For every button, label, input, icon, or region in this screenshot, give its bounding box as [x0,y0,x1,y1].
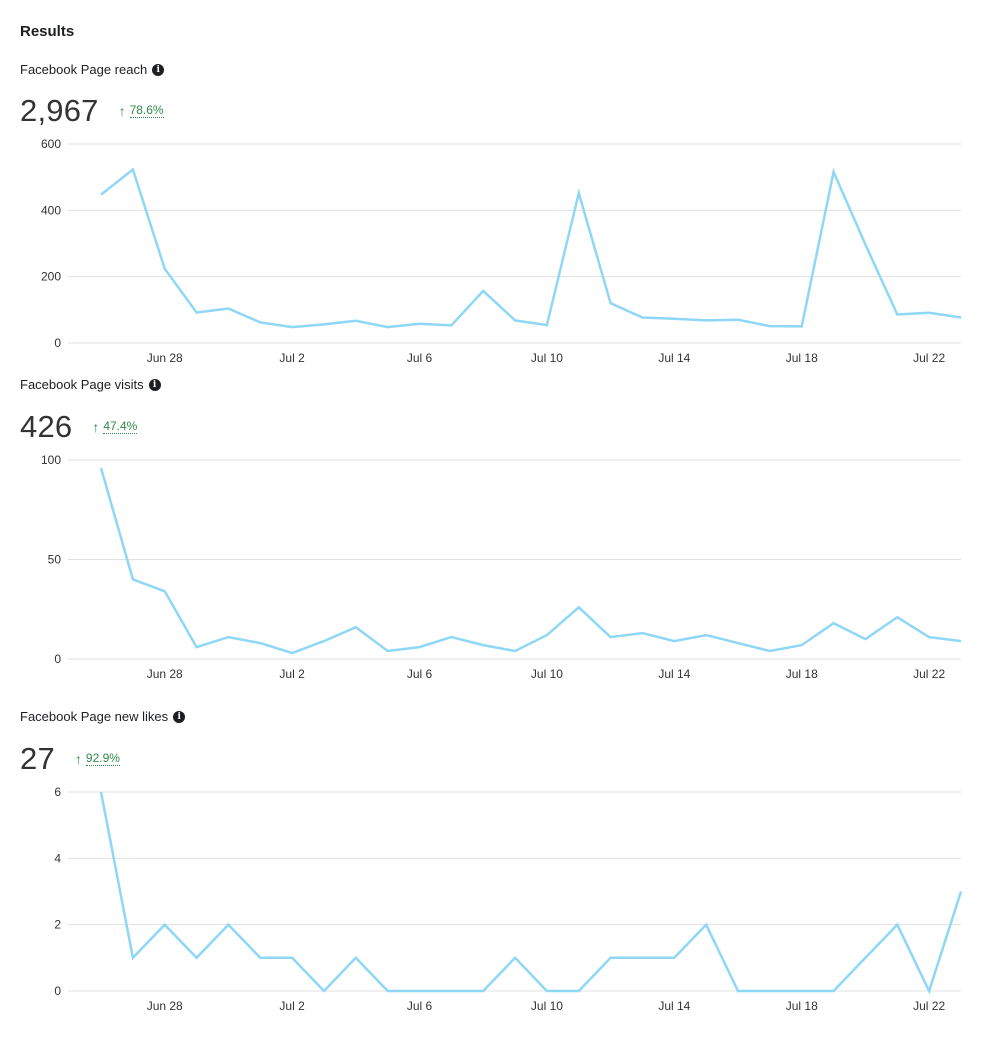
x-tick-label: Jul 6 [407,351,433,365]
x-tick-label: Jul 10 [531,351,563,365]
x-tick-label: Jul 2 [279,351,305,365]
y-tick-label: 0 [54,336,61,350]
likes-label: Facebook Page new likes i [20,709,186,724]
y-tick-label: 2 [54,918,61,932]
x-tick-label: Jul 18 [786,667,818,681]
x-tick-label: Jul 10 [531,667,563,681]
reach-change[interactable]: ↑ 78.6% [119,103,164,119]
likes-value-row: 27 ↑ 92.9% [20,741,120,777]
x-tick-label: Jul 14 [658,351,690,365]
series-line [100,167,962,329]
visits-label-text: Facebook Page visits [20,377,144,392]
reach-label-text: Facebook Page reach [20,62,148,77]
y-tick-label: 0 [54,984,61,998]
x-tick-label: Jul 22 [913,667,945,681]
visits-value-row: 426 ↑ 47.4% [20,409,138,445]
visits-change-pct: 47.4% [103,419,138,434]
y-tick-label: 4 [54,851,61,865]
likes-change-pct: 92.9% [85,751,120,766]
y-tick-label: 400 [41,203,61,217]
x-tick-label: Jul 14 [658,667,690,681]
x-tick-label: Jul 2 [279,667,305,681]
likes-change[interactable]: ↑ 92.9% [75,751,120,767]
y-tick-label: 200 [41,270,61,284]
x-tick-label: Jul 14 [658,999,690,1013]
x-tick-label: Jun 28 [147,999,183,1013]
x-tick-label: Jul 10 [531,999,563,1013]
reach-label: Facebook Page reach i [20,62,165,77]
likes-label-text: Facebook Page new likes [20,709,169,724]
visits-change[interactable]: ↑ 47.4% [92,419,138,435]
y-tick-label: 600 [41,137,61,151]
x-tick-label: Jul 6 [407,667,433,681]
visits-label: Facebook Page visits i [20,377,161,392]
arrow-up-icon: ↑ [74,751,82,767]
x-tick-label: Jun 28 [147,351,183,365]
series-line [99,791,963,995]
reach-change-pct: 78.6% [129,103,164,118]
info-icon[interactable]: i [152,63,165,76]
x-tick-label: Jul 22 [913,351,945,365]
reach-total: 2,967 [20,93,99,128]
visits-chart: 0 50 100 Jun 28 Jul 2 Jul 6 Jul 10 Jul 14 Jul 18… [41,453,962,681]
x-tick-label: Jul 22 [913,999,945,1013]
reach-value-row: 2,967 ↑ 78.6% [20,93,164,129]
arrow-up-icon: ↑ [118,103,126,119]
series-line [99,467,962,655]
x-tick-label: Jul 18 [786,999,818,1013]
likes-total: 27 [20,741,55,776]
likes-chart: 0 2 4 6 Jun 28 Jul 2 Jul 6 Jul 10 Jul 14 Jul 18 Ju… [54,785,963,1013]
y-tick-label: 100 [41,453,61,467]
reach-chart: 0 200 400 600 Jun 28 Jul 2 Jul 6 Jul 10 Jul 14 Ju… [41,137,962,365]
arrow-up-icon: ↑ [92,419,100,435]
y-tick-label: 50 [48,553,62,567]
info-icon[interactable]: i [148,378,161,391]
y-tick-label: 6 [54,785,61,799]
x-tick-label: Jul 6 [407,999,433,1013]
x-tick-label: Jun 28 [147,667,183,681]
x-tick-label: Jul 18 [786,351,818,365]
x-tick-label: Jul 2 [279,999,305,1013]
y-tick-label: 0 [54,652,61,666]
visits-total: 426 [20,409,73,444]
results-title: Results [20,23,75,40]
info-icon[interactable]: i [173,710,186,723]
